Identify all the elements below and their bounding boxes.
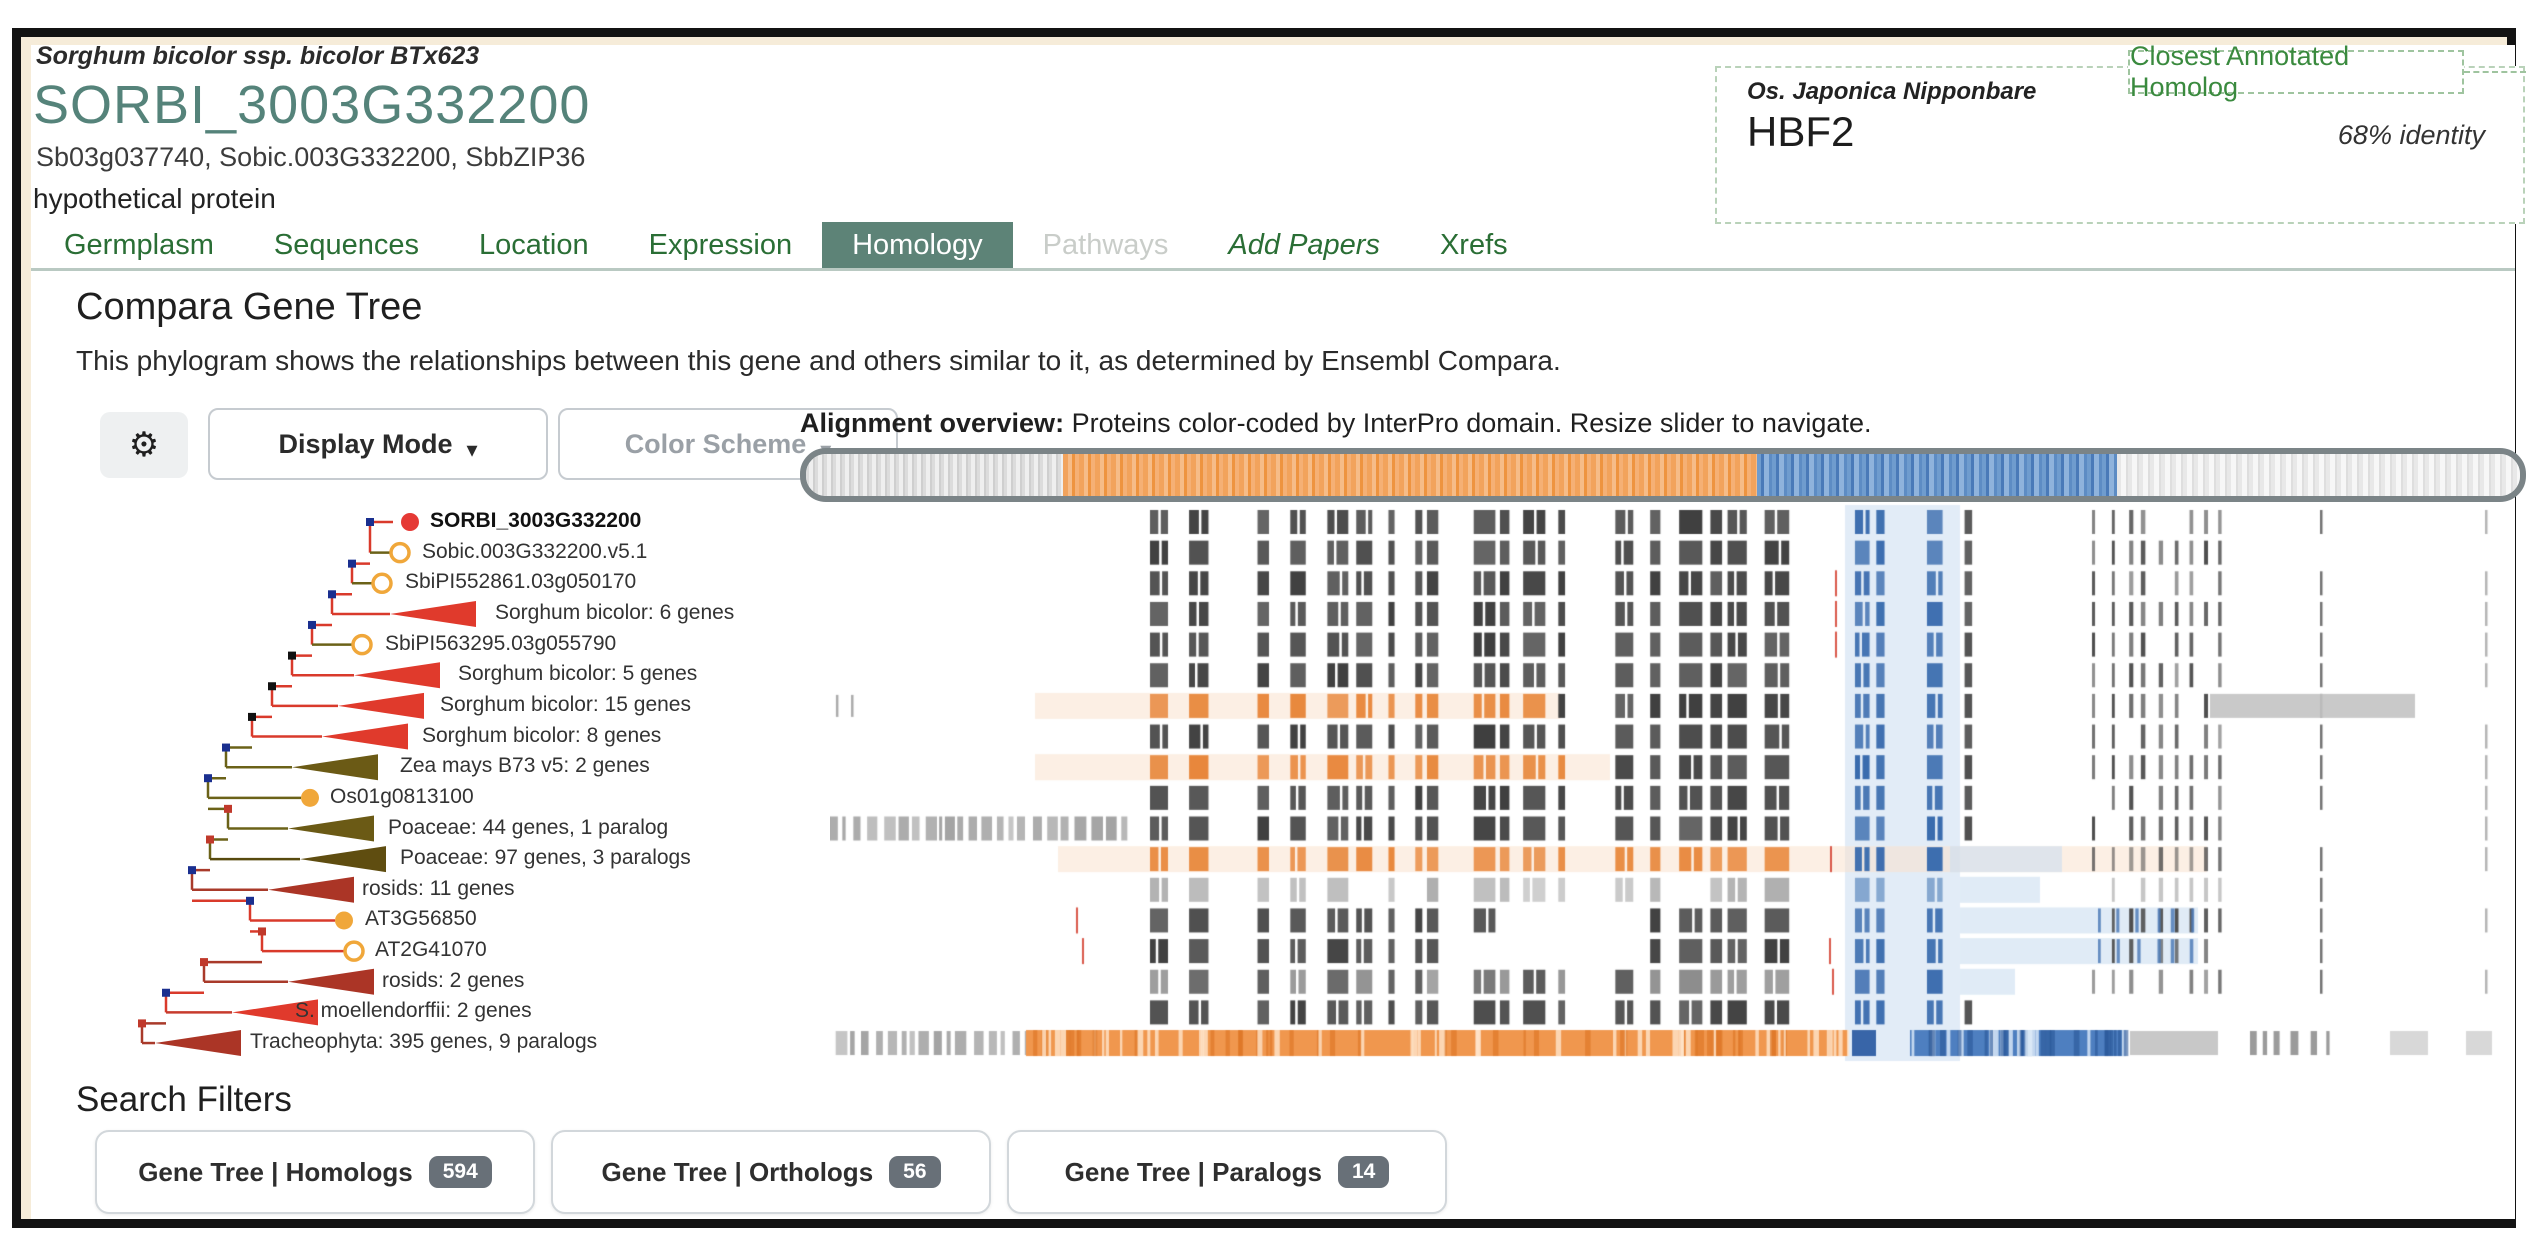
homolog-identity: 68% identity: [2337, 120, 2485, 150]
gene-synonyms: Sb03g037740, Sobic.003G332200, SbbZIP36: [36, 142, 586, 172]
tree-row-label[interactable]: Sorghum bicolor: 15 genes: [440, 692, 691, 716]
tree-clade-triangle[interactable]: [288, 815, 374, 842]
tab-location[interactable]: Location: [478, 228, 589, 261]
tree-node-circle-filled-red[interactable]: [401, 513, 419, 531]
color-scheme-label: Color Scheme: [624, 428, 807, 459]
tree-row-label[interactable]: Poaceae: 44 genes, 1 paralog: [388, 815, 669, 839]
badge-connector-line: [2464, 71, 2526, 73]
homolog-species: Os. Japonica Nipponbare: [1747, 78, 2037, 105]
tab-germplasm[interactable]: Germplasm: [64, 228, 214, 261]
tree-clade-triangle[interactable]: [338, 692, 424, 719]
filter-count-badge: 56: [889, 1156, 941, 1188]
tree-node-circle-filled-orange[interactable]: [335, 911, 353, 930]
slider-segment-gray-striped: [806, 454, 1064, 496]
tree-row-label[interactable]: Poaceae: 97 genes, 3 paralogs: [400, 846, 691, 870]
tree-row-label[interactable]: rosids: 2 genes: [382, 968, 525, 992]
filter-card-homologs[interactable]: Gene Tree | Homologs 594: [95, 1130, 535, 1214]
tree-clade-triangle[interactable]: [354, 662, 440, 689]
tree-clade-triangle[interactable]: [390, 600, 476, 627]
tree-clade-triangle[interactable]: [300, 846, 386, 873]
display-mode-label: Display Mode: [278, 428, 453, 459]
search-filters-title: Search Filters: [76, 1080, 292, 1119]
settings-button[interactable]: ⚙: [100, 412, 188, 478]
tree-row-label[interactable]: rosids: 11 genes: [362, 876, 515, 900]
tree-row-label[interactable]: SbiPI563295.03g055790: [385, 631, 617, 655]
tree-clade-triangle[interactable]: [322, 723, 408, 750]
tree-row-label[interactable]: AT3G56850: [365, 907, 477, 931]
alignment-overview-label-bold: Alignment overview:: [800, 408, 1065, 438]
filter-label: Gene Tree | Orthologs: [601, 1156, 874, 1187]
tree-node-circle-filled-orange[interactable]: [301, 788, 319, 807]
tab-homology[interactable]: Homology: [822, 222, 1013, 268]
gear-icon: ⚙: [128, 426, 160, 464]
gene-description: hypothetical protein: [33, 183, 276, 214]
tree-clade-triangle[interactable]: [232, 999, 318, 1026]
gene-id: SORBI_3003G332200: [33, 75, 591, 135]
filter-count-badge: 594: [428, 1156, 492, 1188]
tree-row-label[interactable]: SORBI_3003G332200: [430, 509, 642, 533]
slider-segment-orange: [1063, 454, 1758, 496]
alignment-overview-label: Alignment overview: Proteins color-coded…: [800, 408, 1871, 439]
tree-clade-triangle[interactable]: [292, 754, 378, 781]
tab-xrefs[interactable]: Xrefs: [1439, 228, 1508, 261]
tab-expression[interactable]: Expression: [648, 228, 793, 261]
section-description: This phylogram shows the relationships b…: [76, 345, 1561, 376]
tree-row-label[interactable]: Tracheophyta: 395 genes, 9 paralogs: [250, 1030, 598, 1054]
tree-row-label[interactable]: Sorghum bicolor: 5 genes: [458, 662, 698, 686]
filter-count-badge: 14: [1337, 1156, 1390, 1188]
tree-node-circle-open-orange[interactable]: [389, 541, 411, 564]
tree-row-label[interactable]: AT2G41070: [375, 938, 487, 962]
closest-homolog-badge-label: Closest Annotated Homolog: [2130, 41, 2350, 102]
filter-label: Gene Tree | Paralogs: [1064, 1156, 1322, 1187]
tree-row-label[interactable]: Sorghum bicolor: 8 genes: [422, 723, 662, 747]
tab-underline: [31, 268, 2515, 271]
tree-row-label[interactable]: S. moellendorffii: 2 genes: [295, 999, 532, 1023]
slider-segment-light-gray: [2117, 454, 2520, 496]
tab-pathways[interactable]: Pathways: [1042, 228, 1169, 261]
tree-node-circle-open-orange[interactable]: [371, 572, 393, 595]
section-title: Compara Gene Tree: [76, 286, 423, 328]
filter-card-paralogs[interactable]: Gene Tree | Paralogs 14: [1007, 1130, 1447, 1214]
tab-add-papers[interactable]: Add Papers: [1228, 228, 1380, 261]
tree-row-label[interactable]: Sobic.003G332200.v5.1: [422, 539, 648, 563]
closest-homolog-panel: Os. Japonica Nipponbare HBF2 68% identit…: [1715, 66, 2525, 224]
alignment-slider[interactable]: [800, 448, 2526, 502]
tree-node-circle-open-orange[interactable]: [343, 940, 365, 962]
filter-label: Gene Tree | Homologs: [138, 1156, 413, 1187]
tab-sequences[interactable]: Sequences: [273, 228, 419, 261]
tab-bar: Germplasm Sequences Location Expression Homo…: [34, 222, 1538, 268]
display-mode-button[interactable]: Display Mode ▾: [208, 408, 548, 480]
homolog-gene: HBF2: [1747, 108, 1855, 155]
tree-row-label[interactable]: Zea mays B73 v5: 2 genes: [400, 754, 650, 778]
tree-row-label[interactable]: Sorghum bicolor: 6 genes: [495, 600, 735, 624]
tree-node-circle-open-orange[interactable]: [351, 633, 373, 656]
alignment-overview-label-rest: Proteins color-coded by InterPro domain.…: [1064, 408, 1872, 438]
tree-row-label[interactable]: SbiPI552861.03g050170: [405, 570, 637, 594]
filter-card-orthologs[interactable]: Gene Tree | Orthologs 56: [551, 1130, 991, 1214]
alignment-canvas: [830, 503, 2530, 1068]
gene-tree[interactable]: [60, 498, 820, 1078]
tree-row-label[interactable]: Os01g0813100: [330, 784, 474, 808]
chevron-down-icon: ▾: [466, 437, 478, 462]
tree-clade-triangle[interactable]: [288, 968, 374, 995]
closest-homolog-badge: Closest Annotated Homolog: [2128, 41, 2464, 102]
tree-clade-triangle[interactable]: [268, 876, 354, 903]
tree-clade-triangle[interactable]: [155, 1030, 241, 1057]
slider-segment-blue: [1757, 454, 2118, 496]
species-title: Sorghum bicolor ssp. bicolor BTx623: [36, 42, 480, 70]
